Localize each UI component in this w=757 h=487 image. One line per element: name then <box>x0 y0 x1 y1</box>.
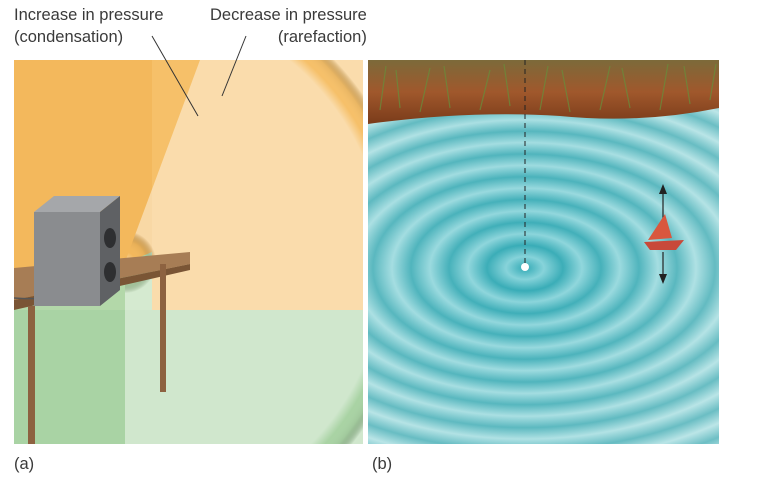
rarefaction-leader-line <box>221 35 247 97</box>
condensation-label-line1: Increase in pressure <box>14 6 164 24</box>
panel-b-scene <box>368 60 719 444</box>
panel-b-caption: (b) <box>372 455 393 473</box>
panel-a-caption: (a) <box>14 455 35 473</box>
drop-splash <box>521 263 529 271</box>
ripples <box>368 60 719 444</box>
rarefaction-label-line1: Decrease in pressure <box>210 6 367 24</box>
condensation-label-line2: (condensation) <box>14 28 124 46</box>
rarefaction-label: Decrease in pressure (rarefaction) <box>210 4 367 48</box>
panel-a-scene <box>14 60 363 444</box>
condensation-label: Increase in pressure (condensation) <box>14 4 164 48</box>
rarefaction-label-line2: (rarefaction) <box>277 28 367 46</box>
toy-boat <box>644 184 684 284</box>
speaker <box>34 196 120 306</box>
condensation-leader-line <box>151 35 199 117</box>
